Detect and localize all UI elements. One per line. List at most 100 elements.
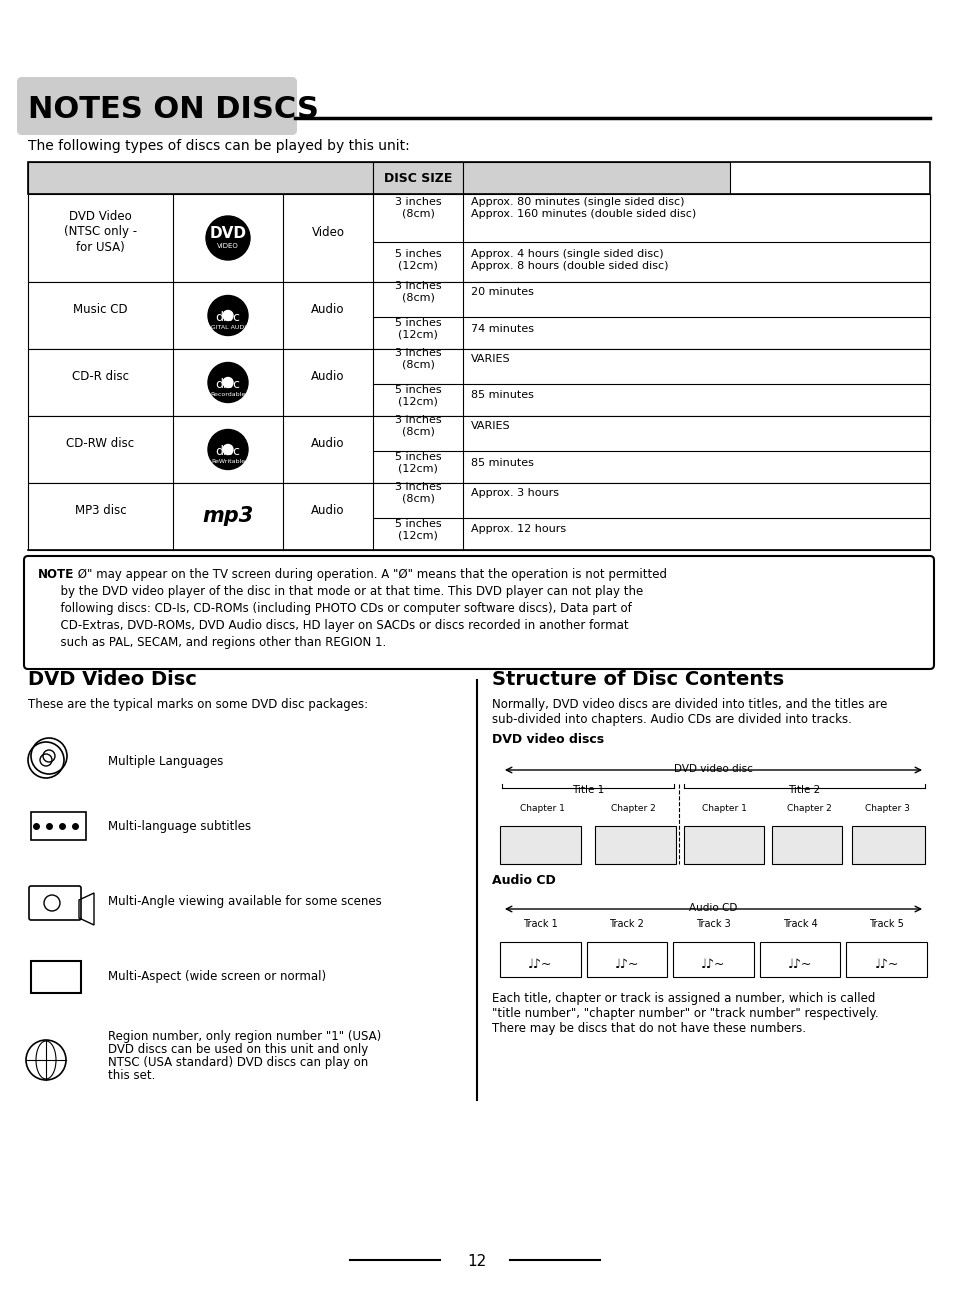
Text: These are the typical marks on some DVD disc packages:: These are the typical marks on some DVD … bbox=[28, 699, 368, 712]
Text: Multiple Languages: Multiple Languages bbox=[108, 756, 223, 769]
Text: Track 1: Track 1 bbox=[522, 919, 558, 929]
FancyBboxPatch shape bbox=[24, 556, 933, 669]
Text: Audio CD: Audio CD bbox=[689, 903, 737, 912]
Circle shape bbox=[208, 295, 248, 336]
Bar bbox=[30, 962, 81, 993]
Text: ♩♪~: ♩♪~ bbox=[787, 958, 811, 971]
Text: DVD video disc: DVD video disc bbox=[674, 765, 752, 774]
Text: Approx. 4 hours (single sided disc)
Approx. 8 hours (double sided disc): Approx. 4 hours (single sided disc) Appr… bbox=[471, 249, 668, 271]
Text: Region number, only region number "1" (USA): Region number, only region number "1" (U… bbox=[108, 1030, 381, 1043]
Bar bbox=[28, 194, 929, 283]
Text: 74 minutes: 74 minutes bbox=[471, 324, 534, 333]
Text: 5 inches
(12cm): 5 inches (12cm) bbox=[395, 452, 441, 473]
Circle shape bbox=[223, 445, 233, 455]
Circle shape bbox=[208, 363, 248, 403]
Text: Title 2: Title 2 bbox=[787, 785, 820, 794]
Bar bbox=[759, 942, 840, 977]
Text: 12: 12 bbox=[467, 1255, 486, 1269]
Text: NTSC (USA standard) DVD discs can play on: NTSC (USA standard) DVD discs can play o… bbox=[108, 1056, 368, 1069]
Bar bbox=[594, 826, 675, 864]
Text: Recordable: Recordable bbox=[211, 391, 245, 397]
Text: Structure of Disc Contents: Structure of Disc Contents bbox=[492, 670, 783, 689]
Bar bbox=[28, 162, 373, 194]
Text: DVD Video
(NTSC only -
for USA): DVD Video (NTSC only - for USA) bbox=[64, 210, 137, 254]
Bar bbox=[586, 942, 666, 977]
Text: ♩♪~: ♩♪~ bbox=[700, 958, 725, 971]
Text: VARIES: VARIES bbox=[471, 421, 510, 432]
Text: NOTE: NOTE bbox=[38, 568, 74, 581]
Bar bbox=[673, 942, 753, 977]
Text: sub-divided into chapters. Audio CDs are divided into tracks.: sub-divided into chapters. Audio CDs are… bbox=[492, 713, 851, 726]
Bar bbox=[28, 483, 929, 550]
Text: 5 inches
(12cm): 5 inches (12cm) bbox=[395, 249, 441, 271]
Text: Track 5: Track 5 bbox=[868, 919, 903, 929]
Text: Track 2: Track 2 bbox=[609, 919, 643, 929]
Text: : Ø" may appear on the TV screen during operation. A "Ø" means that the operatio: : Ø" may appear on the TV screen during … bbox=[70, 568, 666, 581]
Text: Track 4: Track 4 bbox=[781, 919, 817, 929]
Text: Title 1: Title 1 bbox=[571, 785, 603, 794]
Text: ReWritable: ReWritable bbox=[211, 459, 245, 464]
Text: Approx. 80 minutes (single sided disc)
Approx. 160 minutes (double sided disc): Approx. 80 minutes (single sided disc) A… bbox=[471, 197, 696, 219]
Text: Music CD: Music CD bbox=[73, 303, 128, 316]
Bar bbox=[462, 162, 729, 194]
Circle shape bbox=[223, 311, 233, 320]
Text: DVD Video Disc: DVD Video Disc bbox=[28, 670, 196, 689]
Bar bbox=[683, 826, 763, 864]
Bar bbox=[373, 162, 462, 194]
Bar bbox=[30, 813, 86, 840]
Text: Audio: Audio bbox=[311, 437, 344, 450]
Text: DIGITAL AUDIO: DIGITAL AUDIO bbox=[204, 325, 252, 330]
Text: DVD: DVD bbox=[210, 227, 246, 241]
Text: Chapter 1: Chapter 1 bbox=[519, 804, 564, 813]
Text: 3 inches
(8cm): 3 inches (8cm) bbox=[395, 482, 441, 504]
Bar bbox=[28, 349, 929, 416]
Text: 5 inches
(12cm): 5 inches (12cm) bbox=[395, 385, 441, 407]
Text: Each title, chapter or track is assigned a number, which is called
"title number: Each title, chapter or track is assigned… bbox=[492, 991, 878, 1036]
Text: VIDEO: VIDEO bbox=[217, 244, 238, 249]
Text: 3 inches
(8cm): 3 inches (8cm) bbox=[395, 415, 441, 437]
Circle shape bbox=[206, 216, 250, 260]
Text: 3 inches
(8cm): 3 inches (8cm) bbox=[395, 281, 441, 303]
Text: such as PAL, SECAM, and regions other than REGION 1.: such as PAL, SECAM, and regions other th… bbox=[38, 636, 386, 649]
Bar bbox=[499, 826, 580, 864]
Text: Normally, DVD video discs are divided into titles, and the titles are: Normally, DVD video discs are divided in… bbox=[492, 699, 886, 712]
Text: disc: disc bbox=[215, 445, 240, 457]
Text: DVD discs can be used on this unit and only: DVD discs can be used on this unit and o… bbox=[108, 1043, 368, 1056]
Text: 3 inches
(8cm): 3 inches (8cm) bbox=[395, 197, 441, 219]
Text: disc: disc bbox=[215, 378, 240, 391]
Bar bbox=[499, 942, 580, 977]
Text: Chapter 3: Chapter 3 bbox=[864, 804, 909, 813]
Text: CD-RW disc: CD-RW disc bbox=[67, 437, 134, 450]
Text: Multi-language subtitles: Multi-language subtitles bbox=[108, 820, 251, 833]
Text: 85 minutes: 85 minutes bbox=[471, 390, 534, 400]
Text: 5 inches
(12cm): 5 inches (12cm) bbox=[395, 518, 441, 540]
Text: Chapter 1: Chapter 1 bbox=[700, 804, 745, 813]
Circle shape bbox=[208, 429, 248, 469]
Text: ♩♪~: ♩♪~ bbox=[874, 958, 898, 971]
Text: 3 inches
(8cm): 3 inches (8cm) bbox=[395, 349, 441, 369]
Text: this set.: this set. bbox=[108, 1069, 155, 1082]
Text: Audio: Audio bbox=[311, 504, 344, 517]
Text: NOTES ON DISCS: NOTES ON DISCS bbox=[28, 95, 318, 124]
Text: 85 minutes: 85 minutes bbox=[471, 457, 534, 468]
Bar bbox=[28, 416, 929, 483]
Bar bbox=[851, 826, 924, 864]
Text: Multi-Aspect (wide screen or normal): Multi-Aspect (wide screen or normal) bbox=[108, 969, 326, 982]
Text: The following types of discs can be played by this unit:: The following types of discs can be play… bbox=[28, 139, 410, 153]
Text: ♩♪~: ♩♪~ bbox=[614, 958, 639, 971]
Bar bbox=[771, 826, 841, 864]
Text: mp3: mp3 bbox=[202, 507, 253, 526]
Text: DVD video discs: DVD video discs bbox=[492, 734, 603, 746]
Bar bbox=[28, 283, 929, 349]
Bar bbox=[845, 942, 926, 977]
Circle shape bbox=[223, 377, 233, 388]
Text: Audio: Audio bbox=[311, 303, 344, 316]
Text: Approx. 3 hours: Approx. 3 hours bbox=[471, 489, 558, 498]
Text: ♩♪~: ♩♪~ bbox=[528, 958, 552, 971]
Text: Audio CD: Audio CD bbox=[492, 874, 556, 886]
Text: Chapter 2: Chapter 2 bbox=[786, 804, 831, 813]
Text: DISC SIZE: DISC SIZE bbox=[383, 172, 452, 185]
Text: Chapter 2: Chapter 2 bbox=[610, 804, 655, 813]
Text: 5 inches
(12cm): 5 inches (12cm) bbox=[395, 318, 441, 340]
Text: following discs: CD-Is, CD-ROMs (including PHOTO CDs or computer software discs): following discs: CD-Is, CD-ROMs (includi… bbox=[38, 603, 631, 616]
